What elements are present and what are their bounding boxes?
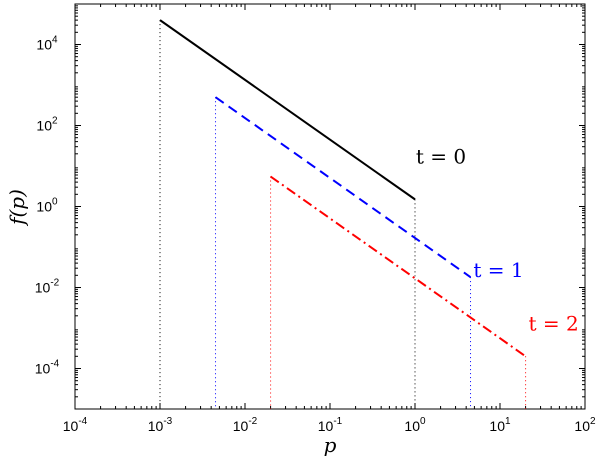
x-tick-exponent: -3 [163,416,172,427]
y-tick-exponent: -2 [50,278,59,289]
x-tick-exponent: -4 [78,416,87,427]
y-tick-label: 100 [36,197,58,215]
x-tick-base: 10 [489,418,505,434]
x-tick-base: 10 [574,418,590,434]
x-tick-label: 101 [489,416,511,434]
series [159,19,527,358]
guides [159,20,527,409]
x-tick-base: 10 [148,418,164,434]
y-tick-exponent: 0 [52,197,58,208]
x-tick-exponent: -2 [248,416,257,427]
x-tick-label: 10-4 [63,416,88,434]
x-tick-label: 10-2 [233,416,258,434]
labels: 10-4 10-3 10-2 10-1 100 101 10210410210010-210… [35,35,596,435]
y-tick-base: 10 [35,280,51,296]
x-tick-base: 10 [233,418,249,434]
series-label: t = 1 [473,258,523,282]
series-label: t = 2 [528,311,578,335]
x-tick-exponent: 2 [590,416,596,427]
y-tick-label: 10-2 [35,278,60,296]
x-tick-base: 10 [404,418,420,434]
x-axis-label: p [324,433,337,457]
x-tick-label: 10-1 [318,416,343,434]
y-tick-base: 10 [35,361,51,377]
y-tick-exponent: -4 [50,359,59,370]
y-axis-label: f(p) [5,189,29,227]
series-line [270,175,527,358]
y-tick-label: 102 [36,116,58,134]
y-tick-exponent: 2 [52,116,58,127]
plot-area [74,3,586,410]
x-tick-exponent: 0 [420,416,426,427]
x-tick-label: 102 [574,416,596,434]
series-label: t = 0 [416,144,466,168]
series-line [159,19,416,201]
x-tick-exponent: 1 [505,416,511,427]
x-tick-base: 10 [318,418,334,434]
x-tick-label: 100 [404,416,426,434]
y-tick-base: 10 [36,37,52,53]
y-tick-label: 10-4 [35,359,60,377]
series-line [214,96,472,278]
ticks [74,4,586,409]
y-tick-base: 10 [36,199,52,215]
y-tick-label: 104 [36,35,58,53]
y-tick-exponent: 4 [52,35,58,46]
x-tick-label: 10-3 [148,416,173,434]
y-tick-base: 10 [36,118,52,134]
x-tick-base: 10 [63,418,79,434]
x-tick-exponent: -1 [333,416,342,427]
